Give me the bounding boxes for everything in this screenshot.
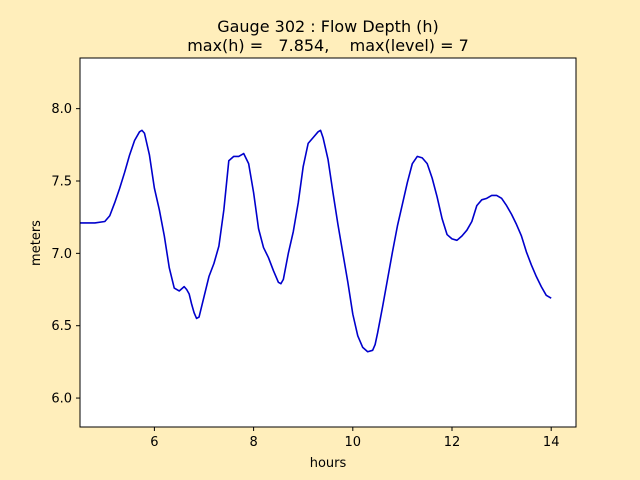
y-tick-label: 6.0	[51, 392, 72, 407]
y-tick-label: 8.0	[51, 102, 72, 117]
x-tick-label: 10	[345, 435, 362, 450]
y-tick-label: 6.5	[51, 319, 72, 334]
y-axis: 6.0 6.5 7.0 7.5 8.0	[51, 102, 80, 407]
x-tick-label: 12	[444, 435, 461, 450]
chart-title: Gauge 302 : Flow Depth (h)	[217, 17, 439, 36]
x-axis-label: hours	[310, 456, 347, 471]
y-tick-label: 7.0	[51, 247, 72, 262]
flow-depth-line	[80, 129, 552, 353]
plot-frame	[79, 57, 577, 428]
x-tick-label: 6	[150, 435, 158, 450]
chart-subtitle: max(h) = 7.854, max(level) = 7	[187, 36, 469, 55]
x-tick-label: 8	[249, 435, 257, 450]
series-layer	[80, 129, 552, 353]
y-axis-label: meters	[29, 220, 44, 266]
x-tick-label: 14	[543, 435, 560, 450]
y-tick-label: 7.5	[51, 175, 72, 190]
x-axis: 6 8 10 12 14	[150, 427, 559, 450]
plot-area	[80, 58, 576, 427]
